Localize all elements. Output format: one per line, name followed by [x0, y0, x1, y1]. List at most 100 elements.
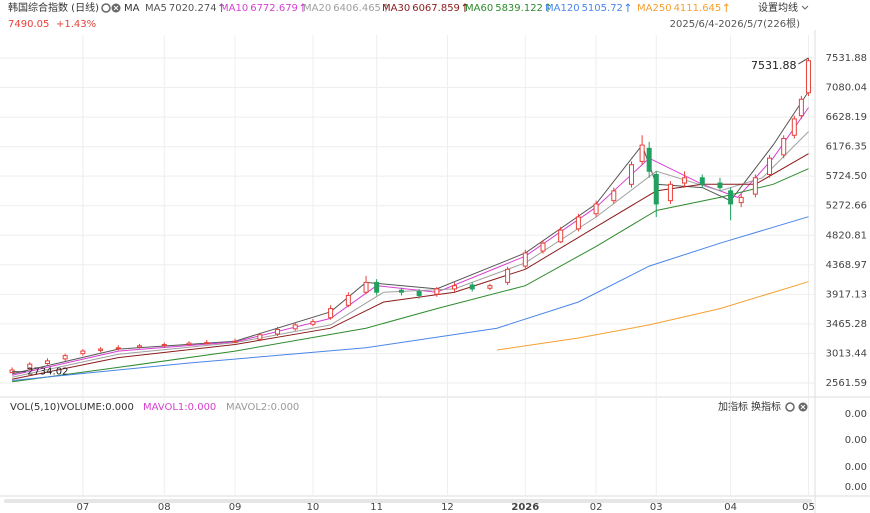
- candle-body: [416, 291, 422, 296]
- y-tick-label: 2561.59: [826, 378, 867, 389]
- candle-body: [699, 177, 705, 185]
- candle-body: [275, 328, 281, 335]
- legend-arrow: [723, 3, 729, 12]
- legend-name: MA10: [220, 3, 248, 14]
- candle-body: [374, 281, 380, 293]
- vol-tick-label: 0.00: [845, 482, 867, 493]
- candle-body: [80, 350, 86, 355]
- y-tick-label: 5272.66: [826, 201, 867, 212]
- candle-body: [522, 252, 528, 267]
- candle-body: [653, 174, 659, 205]
- candle-body: [345, 294, 351, 306]
- candle-body: [487, 285, 493, 289]
- candle-body: [310, 321, 316, 325]
- candle-body: [752, 177, 758, 195]
- legend-arrow: [625, 3, 631, 12]
- candle-body: [27, 363, 33, 370]
- y-tick-label: 6628.19: [826, 112, 867, 123]
- y-tick-label: 5724.50: [826, 171, 867, 182]
- x-tick-label: 03: [650, 502, 663, 513]
- legend-entry: MA60 5839.122: [465, 3, 543, 14]
- vol-tick-label: 0.00: [845, 409, 867, 420]
- vol-value: VOLUME:0.000: [60, 402, 134, 413]
- x-tick-label: 09: [229, 502, 242, 513]
- add-indicator[interactable]: 加指标: [718, 400, 748, 413]
- y-tick-label: 3465.28: [826, 319, 867, 330]
- candle-body: [292, 324, 298, 330]
- candle-body: [115, 347, 121, 350]
- x-tick-label: 2026: [511, 502, 539, 513]
- chart-title: 韩国综合指数 (日线): [8, 1, 99, 14]
- ma-settings-icon[interactable]: [101, 3, 111, 13]
- candle-body: [452, 285, 458, 290]
- vol-settings-icon[interactable]: [785, 402, 795, 412]
- candle-body: [540, 242, 546, 252]
- x-tick-label: 07: [77, 502, 90, 513]
- candle-body: [738, 196, 744, 204]
- switch-indicator[interactable]: 换指标: [751, 400, 781, 413]
- candle-body: [781, 138, 787, 156]
- candle-body: [611, 190, 617, 202]
- y-tick-label: 7080.04: [826, 83, 867, 94]
- candle-body: [628, 164, 634, 185]
- x-tick-label: 04: [724, 502, 737, 513]
- legend-entry: MA250 4111.645: [637, 3, 721, 14]
- ma-close-icon[interactable]: [111, 3, 121, 13]
- mavol2: MAVOL2:0.000: [226, 402, 299, 413]
- candle-body: [798, 98, 804, 117]
- y-tick-label: 6176.35: [826, 142, 867, 153]
- y-tick-label: 4368.97: [826, 260, 867, 271]
- candle-body: [137, 345, 142, 348]
- max-label: 7531.88: [751, 59, 797, 72]
- legend-arrow: [300, 3, 306, 12]
- y-tick-label: 7531.88: [826, 53, 867, 64]
- candle-body: [186, 342, 192, 346]
- candle-body: [257, 334, 263, 340]
- mavol1: MAVOL1:0.000: [143, 402, 216, 413]
- legend-name: MA5: [145, 3, 167, 14]
- settings-button[interactable]: 设置均线: [758, 1, 798, 14]
- legend-entry: MA10 6772.679: [220, 3, 298, 14]
- x-tick-label: 12: [441, 502, 454, 513]
- legend-value: 7020.274: [169, 3, 217, 14]
- candle-body: [593, 203, 599, 215]
- candle-body: [434, 288, 440, 295]
- x-tick-label: 11: [370, 502, 383, 513]
- vol-title: VOL(5,10): [10, 402, 60, 413]
- candle-body: [575, 216, 581, 230]
- candle-body: [363, 281, 369, 293]
- legend-arrow: [383, 3, 389, 12]
- legend-entry: MA120 5105.72: [545, 3, 623, 14]
- legend-value: 6406.465: [333, 3, 381, 14]
- legend-value: 6772.679: [250, 3, 298, 14]
- legend-arrow: [219, 3, 224, 12]
- legend-value: 5105.72: [582, 3, 623, 14]
- scrollbar[interactable]: [4, 499, 812, 503]
- candle-body: [682, 177, 688, 184]
- indicator-label: MA: [124, 3, 140, 14]
- candle-body: [717, 182, 723, 189]
- legend-entry: MA30 6067.859: [382, 3, 460, 14]
- range-label: 2025/6/4-2026/5/7(226根): [670, 17, 800, 30]
- x-tick-label: 10: [307, 502, 320, 513]
- ma-line: [496, 281, 809, 351]
- ma-line: [12, 153, 809, 380]
- candle-body: [44, 360, 50, 364]
- candle-body: [161, 344, 167, 347]
- y-tick-label: 3013.44: [826, 348, 867, 359]
- y-tick-label: 4820.81: [826, 230, 867, 241]
- candle-body: [767, 157, 773, 176]
- last-price: 7490.05: [8, 19, 49, 30]
- vol-close-icon[interactable]: [798, 402, 808, 412]
- candle-body: [469, 284, 475, 290]
- change: +1.43%: [56, 19, 96, 30]
- ma-line: [11, 131, 809, 378]
- legend-arrow: [545, 3, 551, 12]
- candle-body: [204, 342, 210, 345]
- x-tick-label: 08: [158, 502, 171, 513]
- legend-value: 4111.645: [674, 3, 722, 14]
- legend-entry: MA5 7020.274: [145, 3, 217, 14]
- legend-entry: MA20 6406.465: [303, 3, 381, 14]
